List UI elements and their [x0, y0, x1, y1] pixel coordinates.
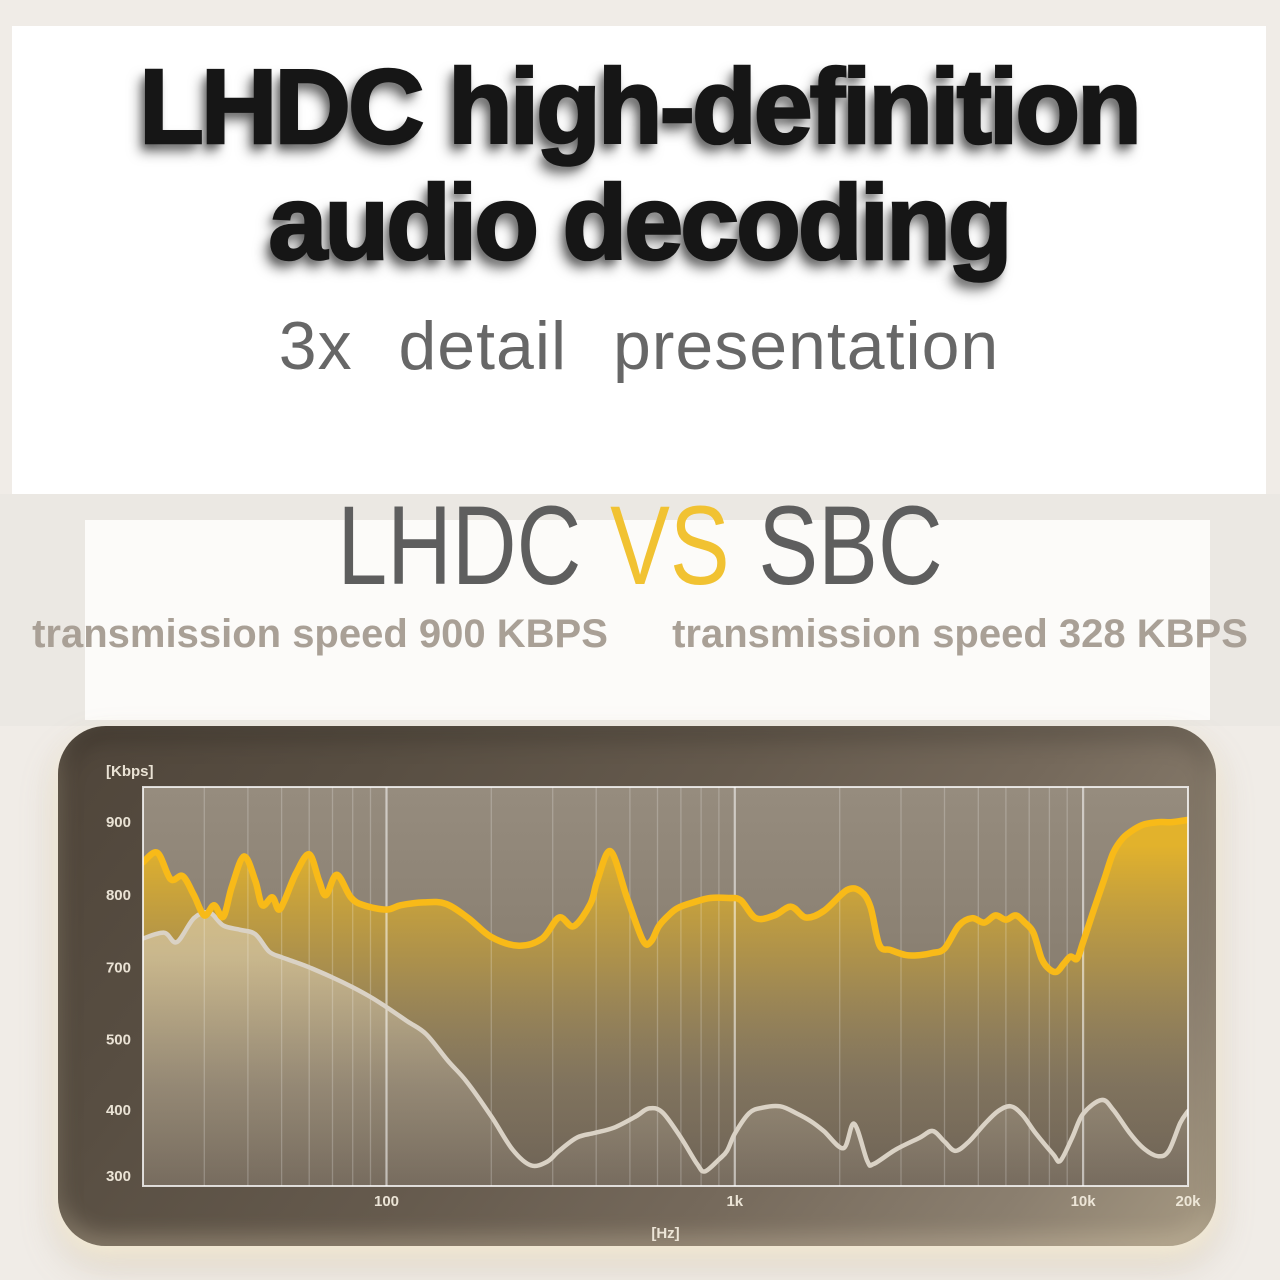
speed-captions-row: transmission speed 900 KBPS transmission…: [0, 612, 1280, 657]
codec-vs-heading: LHDC VS SBC: [128, 490, 1152, 602]
comparison-section: LHDC VS SBC transmission speed 900 KBPS tr…: [0, 490, 1280, 726]
svg-text:20k: 20k: [1175, 1193, 1201, 1210]
svg-text:300: 300: [106, 1168, 131, 1185]
svg-text:900: 900: [106, 814, 131, 831]
svg-text:10k: 10k: [1071, 1193, 1097, 1210]
comparison-card: [85, 520, 1210, 720]
svg-text:700: 700: [106, 959, 131, 976]
page-subtitle: 3x detail presentation: [278, 308, 1000, 385]
codec-sbc-label: SBC: [758, 483, 943, 608]
bitrate-comparison-chart: [Kbps] 900 800 700 500 400 300 100 1k 10k 20k [Hz]: [106, 763, 1201, 1242]
svg-text:[Hz]: [Hz]: [651, 1225, 679, 1242]
page-title: LHDC high-definition audio decoding: [12, 26, 1266, 281]
vs-label: VS: [610, 483, 730, 608]
title-line-2: audio decoding: [267, 163, 1014, 282]
codec-lhdc-label: LHDC: [337, 483, 582, 608]
lhdc-speed-caption: transmission speed 900 KBPS: [32, 612, 608, 656]
sbc-speed-caption: transmission speed 328 KBPS: [672, 612, 1248, 656]
svg-text:800: 800: [106, 887, 131, 904]
title-line-1: LHDC high-definition: [138, 48, 1143, 166]
svg-text:[Kbps]: [Kbps]: [106, 763, 154, 780]
title-card: LHDC high-definition audio decoding 3x d…: [12, 26, 1266, 494]
svg-text:500: 500: [106, 1032, 131, 1049]
svg-text:400: 400: [106, 1102, 131, 1119]
svg-text:100: 100: [374, 1193, 399, 1210]
bitrate-chart-panel: [Kbps] 900 800 700 500 400 300 100 1k 10k 20k [Hz]: [58, 726, 1216, 1246]
svg-text:1k: 1k: [726, 1193, 743, 1210]
